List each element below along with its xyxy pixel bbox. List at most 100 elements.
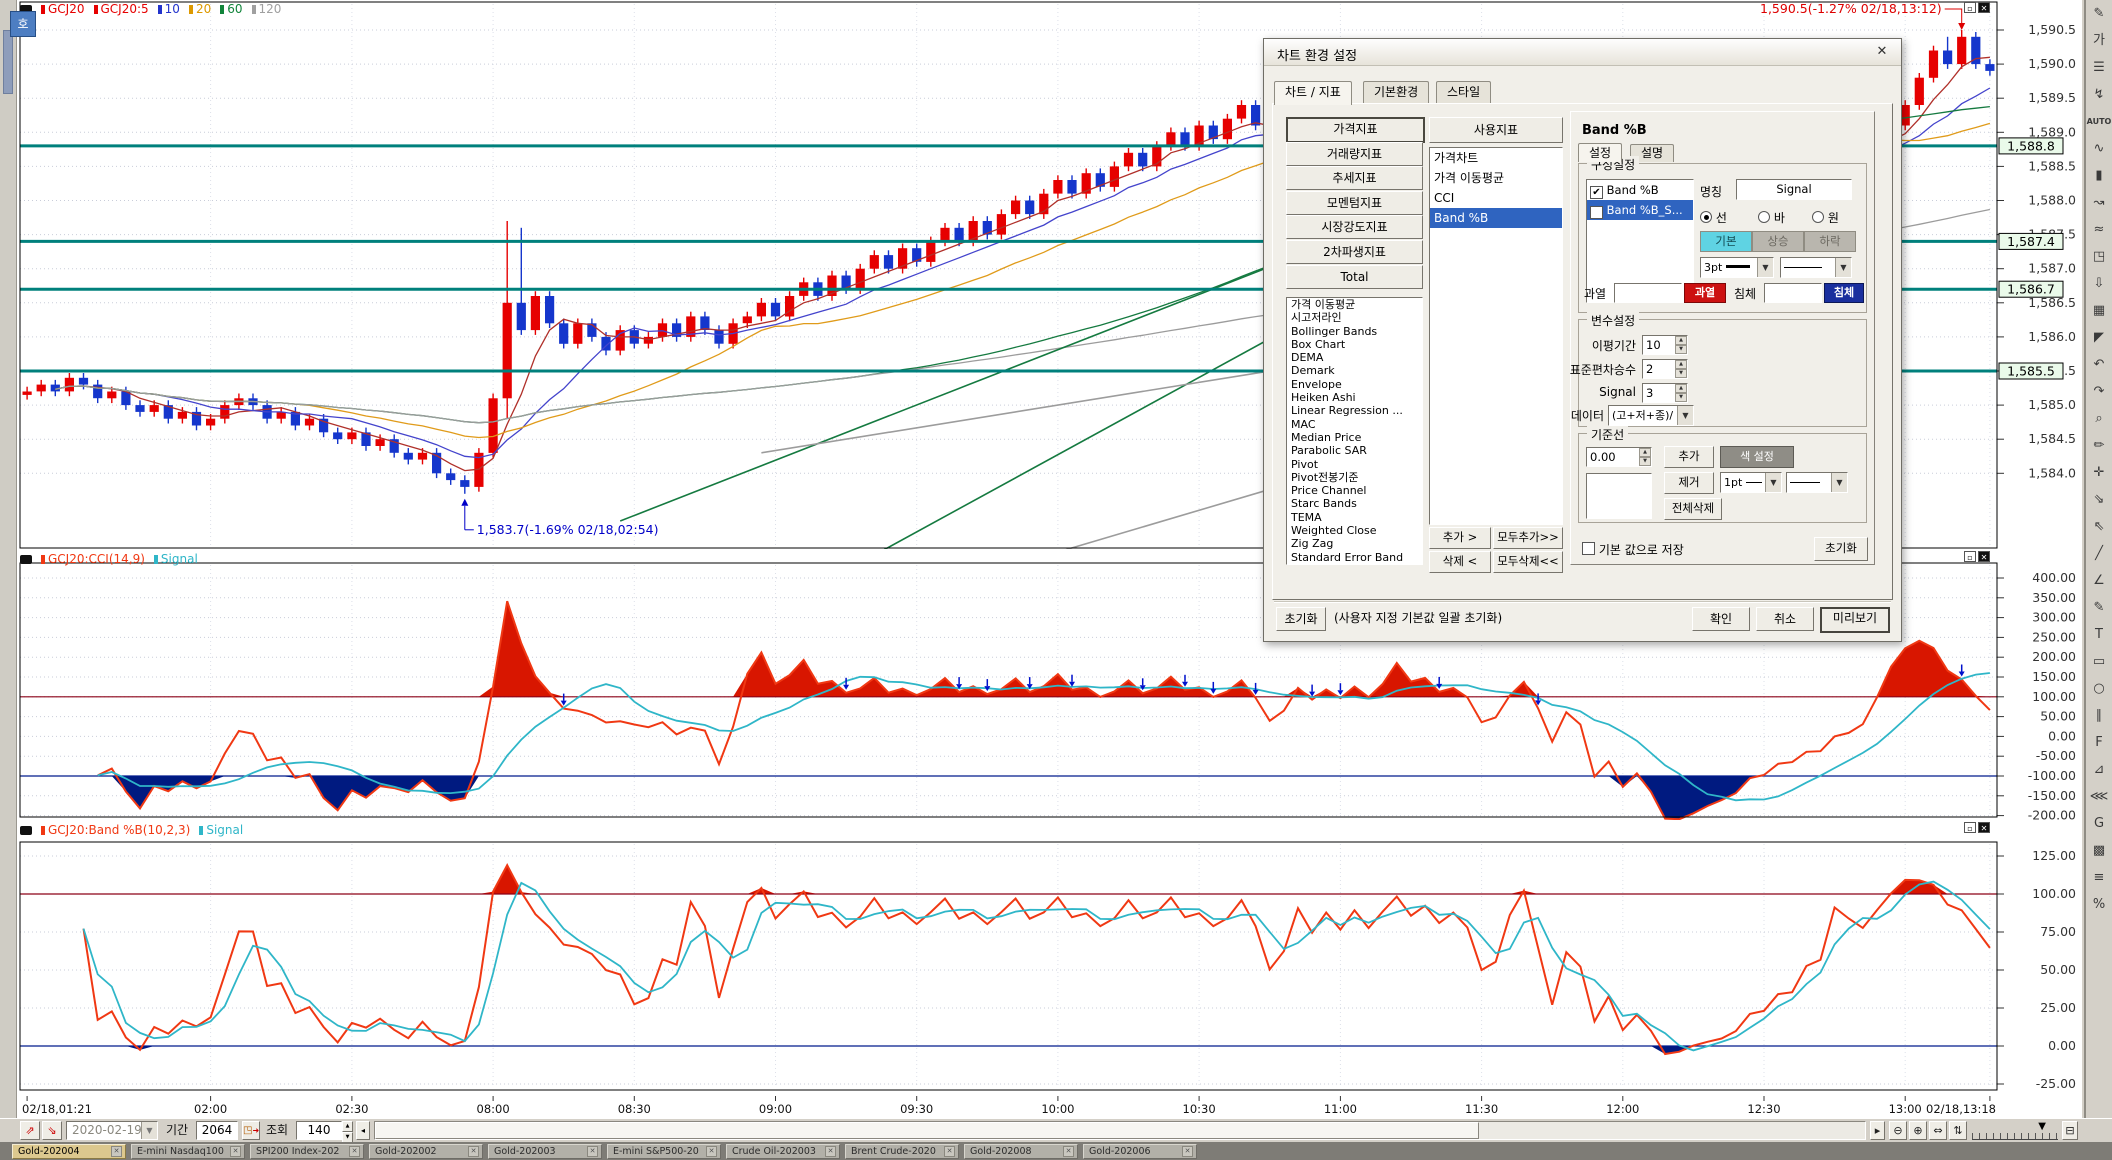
- taskbar-tab[interactable]: Gold-202006 ✕: [1083, 1143, 1197, 1159]
- scroll-right-button[interactable]: ▸: [1870, 1121, 1885, 1140]
- indicator-list-item[interactable]: Envelope: [1291, 377, 1342, 391]
- panel-restore-icon[interactable]: ▫: [1964, 822, 1976, 833]
- taskbar-tab[interactable]: Crude Oil-202003 ✕: [726, 1143, 840, 1159]
- levels-tool-icon[interactable]: ≡: [2093, 870, 2105, 885]
- close-icon[interactable]: ✕: [230, 1145, 241, 1157]
- category-button-1[interactable]: 가격지표: [1286, 117, 1425, 143]
- ref-width-dropdown[interactable]: 1pt ▼: [1720, 472, 1782, 493]
- oversold-input[interactable]: [1764, 283, 1822, 303]
- chart-add-icon[interactable]: ↯: [2093, 87, 2105, 102]
- fibonacci-icon[interactable]: F: [2095, 735, 2103, 750]
- scroll-left-button[interactable]: ◂: [356, 1121, 370, 1140]
- remove-indicator-button[interactable]: 삭제 <: [1429, 551, 1491, 573]
- chevron-down-icon[interactable]: ▼: [1765, 473, 1781, 492]
- close-icon[interactable]: ✕: [111, 1145, 122, 1157]
- region-icon[interactable]: ◳: [2092, 249, 2106, 264]
- radio-circle[interactable]: 원: [1812, 209, 1839, 226]
- spinner-up-icon[interactable]: ▲: [1675, 336, 1687, 345]
- dialog-titlebar[interactable]: 차트 환경 설정 ✕: [1264, 39, 1901, 66]
- close-icon[interactable]: ✕: [349, 1145, 360, 1157]
- rect-tool-icon[interactable]: ▭: [2092, 654, 2106, 669]
- close-icon[interactable]: ✕: [1063, 1145, 1074, 1157]
- text-tool-icon[interactable]: T: [2095, 627, 2103, 642]
- save-default-checkbox[interactable]: 기본 값으로 저장: [1582, 541, 1684, 558]
- category-button-6[interactable]: 2차파생지표: [1286, 240, 1423, 264]
- period-input[interactable]: 2064: [196, 1121, 238, 1140]
- ellipse-tool-icon[interactable]: ○: [2093, 681, 2105, 696]
- ok-button[interactable]: 확인: [1692, 607, 1750, 631]
- indicator-list-item[interactable]: Demark: [1291, 364, 1335, 378]
- zoom-out-icon[interactable]: ⊖: [1889, 1121, 1907, 1140]
- zoom-icon[interactable]: ⌕: [2095, 411, 2103, 426]
- used-indicator-list[interactable]: 가격차트 가격 이동평균 CCI Band %B: [1429, 147, 1563, 525]
- param-spinner[interactable]: 2 ▲ ▼: [1642, 359, 1688, 379]
- close-icon[interactable]: ✕: [587, 1145, 598, 1157]
- triangle-tool-icon[interactable]: ⊿: [2093, 762, 2105, 777]
- panel-restore-icon[interactable]: ▫: [1964, 2, 1976, 13]
- price-tool-icon[interactable]: 가: [2093, 33, 2105, 48]
- overheat-color-button[interactable]: 과열: [1684, 283, 1726, 303]
- indicator-list-item[interactable]: MAC: [1291, 417, 1316, 431]
- panel-close-icon[interactable]: ✕: [1978, 822, 1990, 833]
- chart-scrollbar[interactable]: [374, 1121, 1866, 1140]
- chevron-down-icon[interactable]: ▼: [1835, 258, 1851, 277]
- radio-icon[interactable]: [1812, 211, 1824, 223]
- legend-collapse-icon[interactable]: [20, 4, 32, 14]
- scrollbar-thumb[interactable]: [375, 1122, 1479, 1139]
- spinner-down-icon[interactable]: ▼: [1675, 369, 1687, 378]
- ref-style-dropdown[interactable]: ▼: [1786, 472, 1848, 493]
- used-indicator-item[interactable]: Band %B: [1430, 208, 1562, 228]
- wave-icon[interactable]: ≈: [2093, 222, 2105, 237]
- panel-restore-icon[interactable]: ▫: [1964, 551, 1976, 562]
- indicator-list-item[interactable]: Median Price: [1291, 430, 1362, 444]
- chevron-down-icon[interactable]: ▼: [1831, 473, 1847, 492]
- line-width-dropdown[interactable]: 3pt ▼: [1700, 257, 1774, 278]
- slider-handle[interactable]: ▼: [2038, 1121, 2046, 1132]
- indicator-list-item[interactable]: DEMA: [1291, 351, 1324, 365]
- used-indicators-header[interactable]: 사용지표: [1429, 117, 1563, 143]
- splitter-grip[interactable]: [3, 30, 13, 94]
- close-icon[interactable]: ✕: [944, 1145, 955, 1157]
- spinner-up-icon[interactable]: ▲: [1675, 384, 1687, 393]
- close-icon[interactable]: ✕: [706, 1145, 717, 1157]
- parallel-lines-icon[interactable]: ∥: [2095, 708, 2103, 723]
- close-icon[interactable]: ✕: [1876, 44, 1888, 59]
- checkbox-icon[interactable]: [1582, 542, 1595, 555]
- segment-basic[interactable]: 기본: [1700, 231, 1752, 252]
- taskbar-tab[interactable]: E-mini Nasdaq100 ✕: [131, 1143, 245, 1159]
- undo-icon[interactable]: ↶: [2093, 357, 2105, 372]
- param-spinner[interactable]: 10 ▲ ▼: [1642, 335, 1688, 355]
- zoom-in-icon[interactable]: ⊕: [1909, 1121, 1927, 1140]
- color-setting-button[interactable]: 색 설정: [1720, 446, 1794, 468]
- gann-tool-icon[interactable]: G: [2093, 816, 2105, 831]
- baseline-list[interactable]: [1586, 473, 1652, 519]
- close-icon[interactable]: ✕: [1182, 1145, 1193, 1157]
- taskbar-tab[interactable]: Gold-202008 ✕: [964, 1143, 1078, 1159]
- indicator-list-icon[interactable]: ☰: [2093, 60, 2105, 75]
- legend-collapse-icon[interactable]: [20, 825, 32, 835]
- tab-basic-env[interactable]: 기본환경: [1363, 81, 1430, 103]
- used-indicator-item[interactable]: 가격 이동평균: [1434, 171, 1505, 185]
- indicator-reset-button[interactable]: 초기화: [1814, 537, 1868, 561]
- redo-icon[interactable]: ↷: [2093, 384, 2105, 399]
- close-icon[interactable]: ✕: [468, 1145, 479, 1157]
- taskbar-tab[interactable]: Gold-202004 ✕: [12, 1143, 126, 1159]
- auto-scale-icon[interactable]: AUTO: [2086, 117, 2112, 126]
- category-button-5[interactable]: 시장강도지표: [1286, 215, 1423, 240]
- chevron-down-icon[interactable]: ▼: [1757, 258, 1773, 277]
- series-name-input[interactable]: Signal: [1736, 179, 1852, 200]
- date-picker[interactable]: 2020-02-19 ▼: [66, 1121, 158, 1140]
- indicator-list-item[interactable]: 가격 이동평균: [1291, 298, 1356, 311]
- grid-icon[interactable]: ▦: [2092, 303, 2106, 318]
- spinner-up-icon[interactable]: ▲: [342, 1121, 353, 1132]
- taskbar-tab[interactable]: Gold-202003 ✕: [488, 1143, 602, 1159]
- query-spinner[interactable]: ▲ ▼: [342, 1121, 353, 1143]
- indicator-list-item[interactable]: Parabolic SAR: [1291, 444, 1367, 458]
- panel-layout-icon[interactable]: ⊟: [2062, 1121, 2078, 1140]
- eraser-all-icon[interactable]: ⋘: [2089, 789, 2109, 804]
- angle-tool-icon[interactable]: ∠: [2093, 573, 2105, 588]
- used-indicator-item[interactable]: 가격차트: [1434, 151, 1479, 165]
- baseline-add-button[interactable]: 추가: [1664, 446, 1714, 468]
- indicator-list-item[interactable]: Weighted Close: [1291, 524, 1377, 538]
- hatch-tool-icon[interactable]: ▩: [2092, 843, 2106, 858]
